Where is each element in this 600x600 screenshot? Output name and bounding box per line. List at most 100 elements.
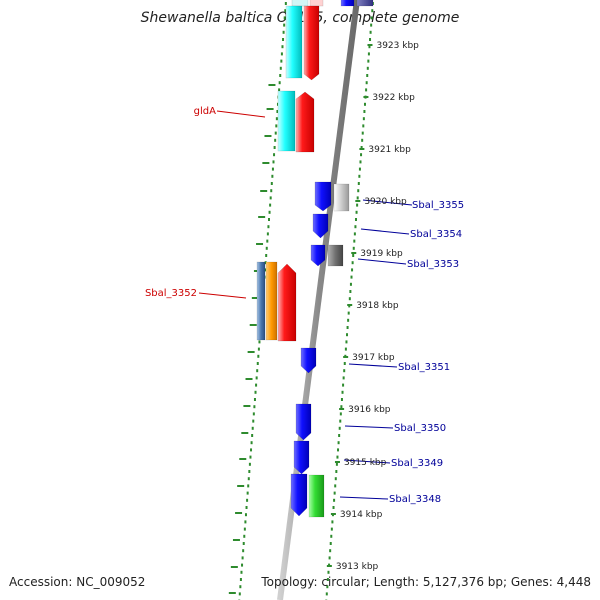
- ruler-dot: [255, 383, 258, 387]
- ruler-dot: [367, 59, 370, 63]
- ruler-dot: [343, 362, 346, 365]
- ruler-dot: [269, 203, 272, 207]
- gene-feature: [295, 91, 315, 153]
- label-leader-line: [348, 363, 398, 368]
- gene-feature: [356, 0, 374, 7]
- ruler-dot: [344, 347, 347, 351]
- label-leader-line: [344, 425, 394, 429]
- ruler-dot: [251, 426, 254, 430]
- ruler-tick: [266, 108, 274, 110]
- ruler-dot: [346, 326, 349, 329]
- gene-label: Sbal_3353: [407, 259, 459, 270]
- ruler-dot: [354, 225, 357, 229]
- ruler-dot: [276, 102, 279, 106]
- ruler-dot: [357, 189, 360, 193]
- ruler-dot: [282, 38, 285, 41]
- ruler-dot: [255, 376, 258, 380]
- ruler-label: 3922 kbp: [372, 93, 415, 103]
- ruler-tick: [330, 513, 336, 515]
- gene-feature: [277, 90, 296, 152]
- ruler-dot: [265, 254, 268, 257]
- ruler-tick: [339, 408, 345, 410]
- ruler-tick: [251, 297, 259, 299]
- ruler-dot: [338, 434, 341, 437]
- gene-feature: [312, 213, 329, 239]
- ruler-dot: [365, 88, 368, 92]
- ruler-dot: [241, 563, 244, 567]
- gene-feature: [303, 5, 320, 81]
- ruler-dot: [342, 376, 345, 380]
- ruler-tick: [232, 539, 240, 541]
- gene-feature: [340, 0, 355, 7]
- ruler-dot: [242, 549, 245, 553]
- accession-text: Accession: NC_009052: [9, 575, 146, 589]
- ruler-dot: [244, 513, 247, 517]
- ruler-dot: [361, 131, 364, 135]
- ruler-dot: [329, 549, 332, 553]
- ruler-dot: [343, 369, 346, 373]
- gene-feature: [265, 261, 278, 341]
- ruler-dot: [256, 369, 259, 373]
- label-leader-line: [357, 258, 407, 265]
- ruler-dot: [268, 210, 271, 214]
- ruler-dot: [359, 160, 362, 164]
- ruler-dot: [330, 527, 333, 531]
- ruler-tick: [258, 216, 266, 218]
- ruler-dot: [249, 455, 252, 459]
- gene-feature: [314, 181, 332, 212]
- ruler-dot: [246, 491, 249, 495]
- ruler-dot: [353, 232, 356, 236]
- ruler-tick: [343, 356, 349, 358]
- ruler-dot: [271, 174, 274, 178]
- ruler-tick: [355, 200, 361, 202]
- ruler-dot: [276, 110, 279, 113]
- ruler-dot: [334, 484, 337, 488]
- ruler-tick: [247, 351, 255, 353]
- ruler-dot: [336, 455, 339, 459]
- ruler-tick: [260, 190, 268, 192]
- ruler-tick: [347, 304, 353, 306]
- ruler-dot: [252, 412, 255, 416]
- ruler-dot: [241, 556, 244, 560]
- ruler-dot: [254, 390, 257, 394]
- ruler-dot: [339, 419, 342, 423]
- ruler-dot: [341, 390, 344, 394]
- ruler-dot: [356, 196, 359, 200]
- ruler-dot: [363, 110, 366, 113]
- ruler-dot: [325, 592, 328, 596]
- gene-feature: [291, 0, 309, 7]
- ruler-dot: [252, 419, 255, 423]
- ruler-label: 3914 kbp: [340, 510, 383, 520]
- ruler-dot: [250, 441, 253, 445]
- gene-feature: [285, 5, 303, 79]
- gene-label: Sbal_3349: [391, 458, 443, 469]
- label-leader-line: [362, 199, 413, 206]
- ruler-label: 3917 kbp: [352, 353, 395, 363]
- ruler-dot: [244, 520, 247, 524]
- ruler-dot: [280, 52, 283, 56]
- ruler-tick: [241, 432, 249, 434]
- ruler-dot: [354, 218, 357, 221]
- ruler-dot: [365, 81, 368, 85]
- ruler-dot: [352, 246, 355, 250]
- ruler-label: 3916 kbp: [348, 405, 391, 415]
- ruler-dot: [257, 354, 260, 358]
- ruler-dot: [347, 318, 350, 322]
- gene-feature: [290, 473, 308, 517]
- ruler-dot: [366, 66, 369, 70]
- ruler-dot: [352, 254, 355, 257]
- ruler-dot: [347, 311, 350, 315]
- ruler-tick: [334, 461, 340, 463]
- ruler-dot: [332, 506, 335, 509]
- gene-label: Sbal_3352: [145, 288, 197, 299]
- ruler-dot: [337, 441, 340, 445]
- ruler-dot: [270, 182, 273, 185]
- ruler-tick: [228, 592, 236, 594]
- ruler-dot: [327, 570, 330, 574]
- ruler-dot: [335, 470, 338, 473]
- ruler-dot: [247, 477, 250, 481]
- ruler-dot: [278, 81, 281, 85]
- ruler-dot: [360, 146, 363, 149]
- ruler-tick: [256, 243, 264, 245]
- ruler-dot: [274, 138, 277, 142]
